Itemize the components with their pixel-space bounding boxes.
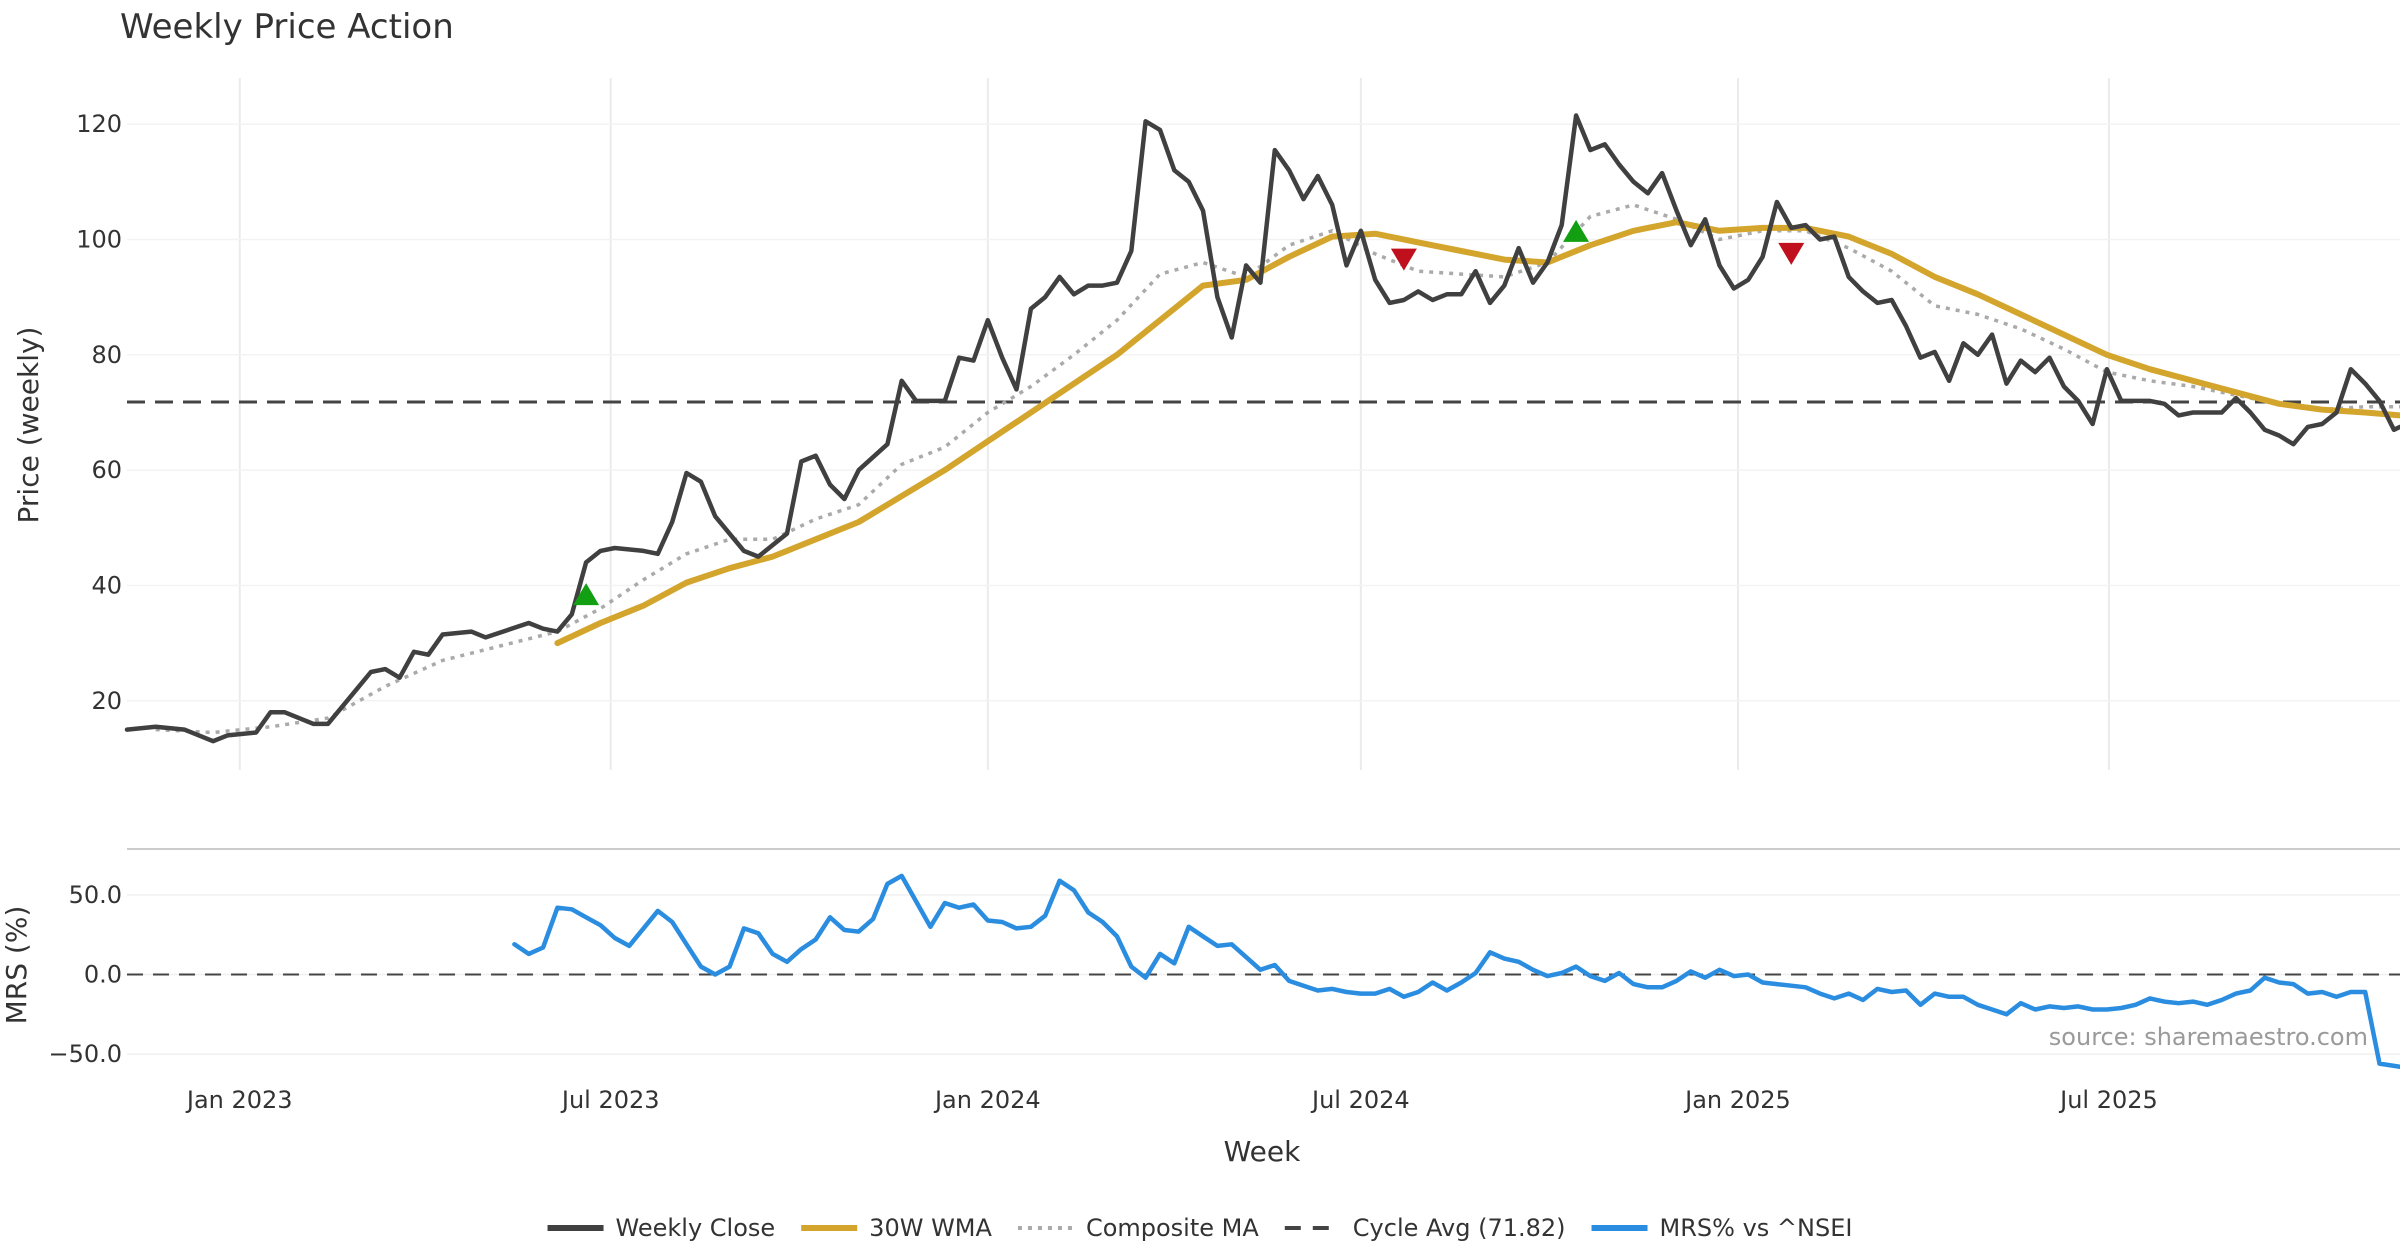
series-line-mrs-vs-nsei: [512, 873, 2400, 1070]
mrs-y-tick-label: 0.0: [84, 961, 122, 989]
price-y-tick-label: 20: [91, 687, 122, 715]
x-tick-label: Jan 2024: [933, 1086, 1041, 1114]
legend-label-30w-wma: 30W WMA: [869, 1214, 992, 1242]
mrs-y-tick-label: −50.0: [48, 1040, 122, 1068]
x-axis-label: Week: [1224, 1135, 1301, 1168]
price-panel: 20 40 60 80 100 120 Price (weekly): [12, 78, 2400, 770]
mrs-y-axis-label: MRS (%): [0, 906, 33, 1025]
buy-signal-marker: [1563, 219, 1590, 242]
price-y-tick-label: 120: [76, 110, 122, 138]
signal-markers: [573, 219, 1805, 606]
price-y-axis-label: Price (weekly): [12, 327, 45, 524]
legend-label-mrs-vs-nsei: MRS% vs ^NSEI: [1660, 1214, 1853, 1242]
legend-label-cycle-avg-71-82: Cycle Avg (71.82): [1353, 1214, 1566, 1242]
mrs-series: [512, 873, 2400, 1070]
mrs-y-ticks: 50.0 0.0 −50.0: [48, 881, 122, 1068]
chart-title: Weekly Price Action: [120, 7, 454, 47]
price-y-tick-label: 100: [76, 225, 122, 253]
price-y-tick-label: 80: [91, 341, 122, 369]
price-gridlines: [127, 78, 2400, 770]
mrs-y-tick-label: 50.0: [69, 881, 122, 909]
series-line-weekly-close: [124, 113, 2400, 744]
x-tick-label: Jul 2024: [1310, 1086, 1410, 1114]
series-line-composite-ma: [155, 203, 2400, 735]
x-tick-label: Jul 2023: [560, 1086, 660, 1114]
x-axis-ticks: Jan 2023 Jul 2023 Jan 2024 Jul 2024 Jan 2025…: [185, 1086, 2158, 1114]
price-y-ticks: 20 40 60 80 100 120: [76, 110, 122, 715]
series-line-30w-wma: [554, 219, 2400, 647]
mrs-panel: 50.0 0.0 −50.0 MRS (%) source: sharemaestr…: [0, 873, 2400, 1070]
source-note: source: sharemaestro.com: [2049, 1023, 2368, 1051]
sell-signal-marker: [1390, 248, 1417, 271]
price-y-tick-label: 60: [91, 456, 122, 484]
sell-signal-marker: [1778, 242, 1805, 265]
x-tick-label: Jan 2023: [185, 1086, 293, 1114]
x-tick-label: Jul 2025: [2058, 1086, 2158, 1114]
x-tick-label: Jan 2025: [1683, 1086, 1791, 1114]
legend-label-composite-ma: Composite MA: [1086, 1214, 1259, 1242]
legend: Weekly Close 30W WMA Composite MA Cycle Avg…: [547, 1214, 1853, 1242]
price-series: [124, 113, 2400, 744]
legend-label-weekly-close: Weekly Close: [616, 1214, 776, 1242]
buy-signal-marker: [573, 583, 600, 606]
price-y-tick-label: 40: [91, 571, 122, 599]
